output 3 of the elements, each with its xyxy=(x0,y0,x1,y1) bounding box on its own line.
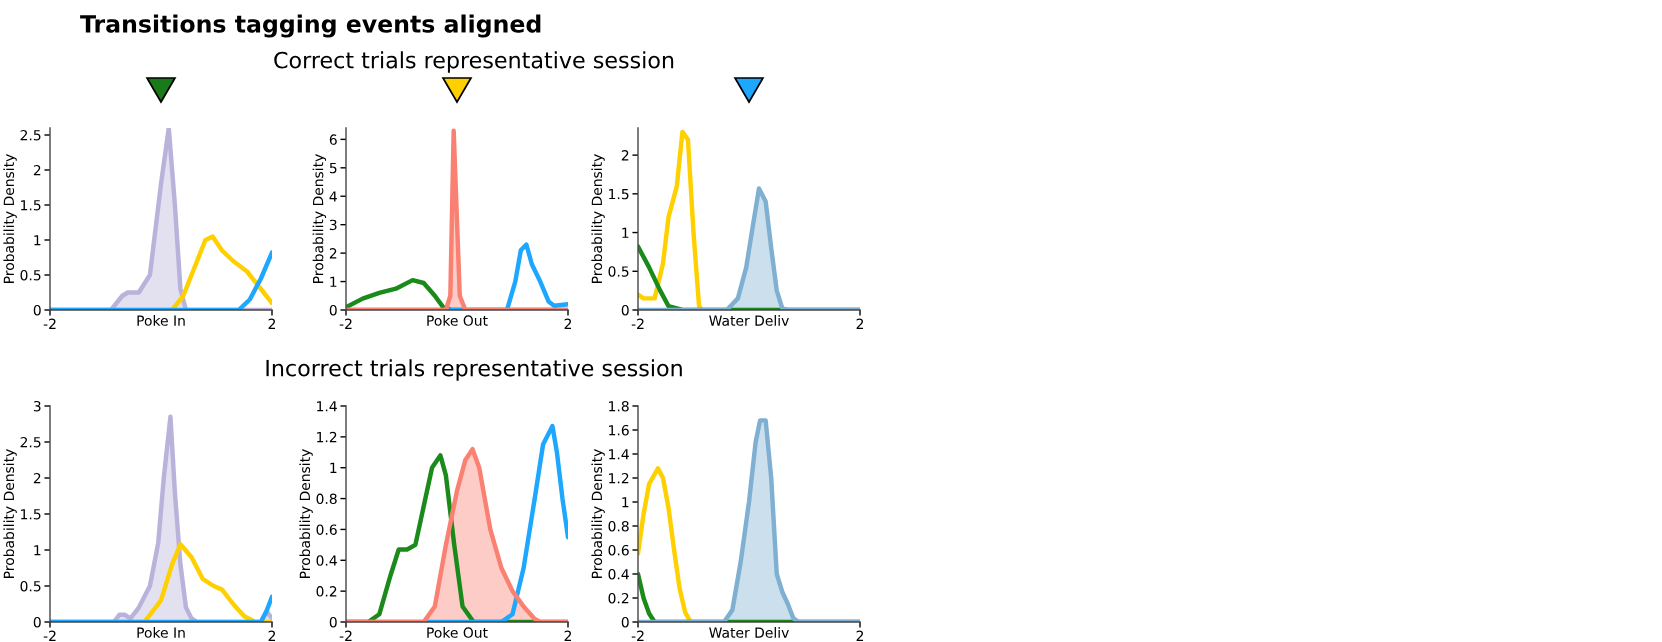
chart-title: Correct trials representative session xyxy=(274,51,674,73)
chart-title: Transitions tagging events aligned xyxy=(80,14,541,38)
chart-title: Incorrect trials representative session xyxy=(266,359,682,381)
